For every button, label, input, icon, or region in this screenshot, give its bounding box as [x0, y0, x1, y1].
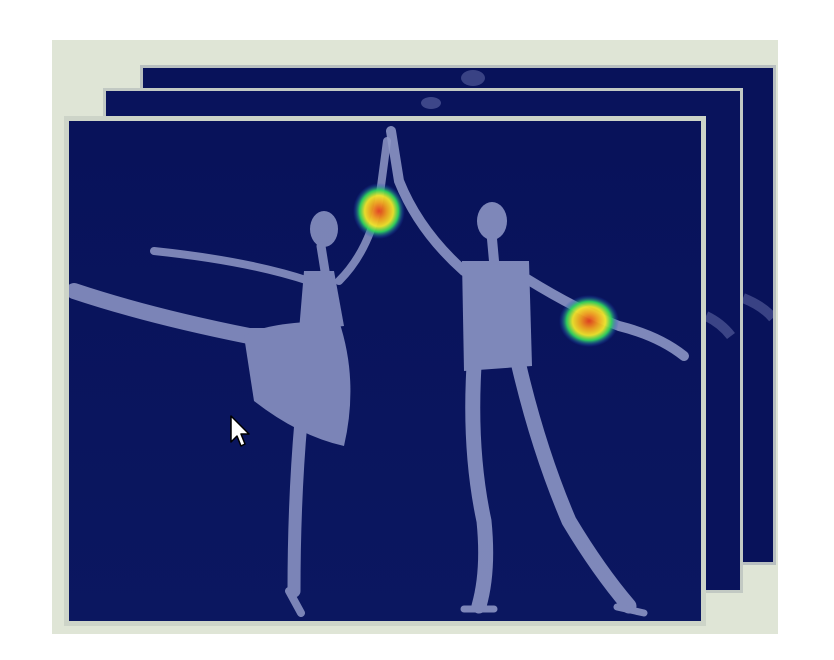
heatmap-spot-elbow — [559, 295, 619, 347]
partner-figure — [386, 126, 689, 617]
arrow-pointer-icon — [230, 415, 250, 447]
heatmap-spot-hands — [353, 183, 405, 239]
video-frame-front — [64, 116, 706, 626]
dancer-scene — [69, 121, 701, 621]
ballerina-figure — [69, 137, 391, 617]
